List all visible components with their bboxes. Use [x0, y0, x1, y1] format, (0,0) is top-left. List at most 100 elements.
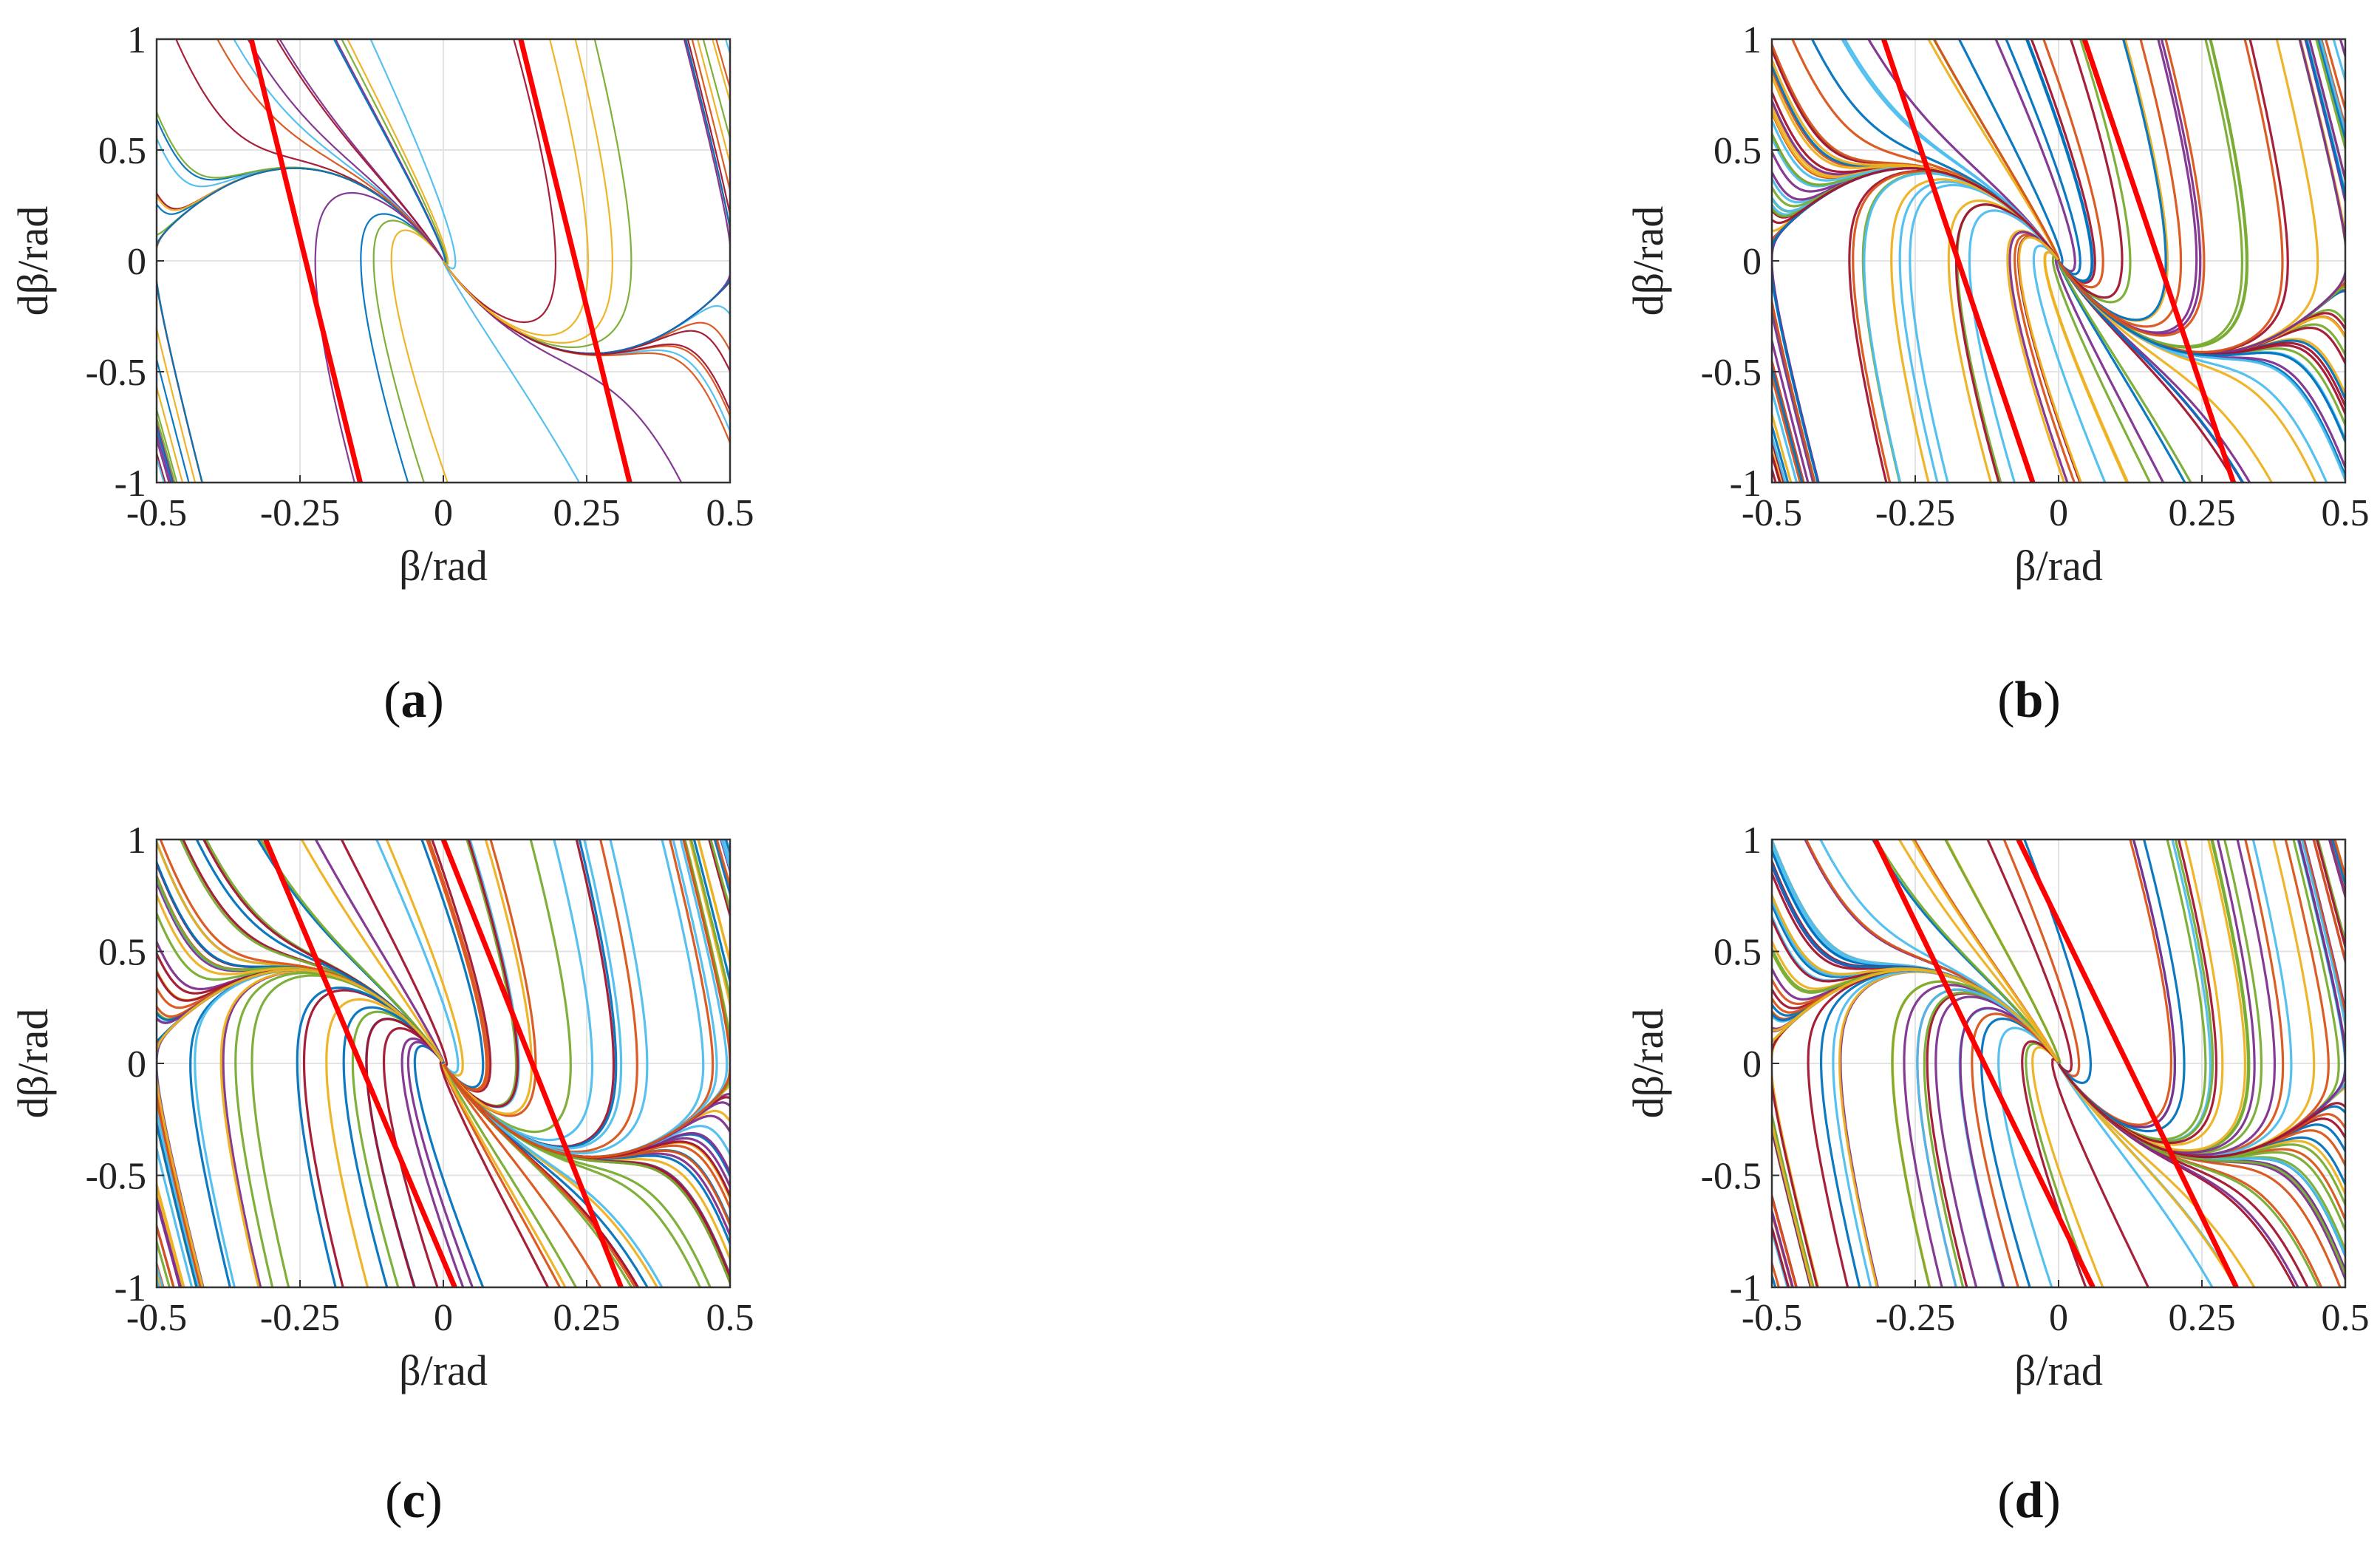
trajectory-line [375, 839, 460, 1074]
trajectory-line [385, 839, 464, 1077]
trajectory-line [1772, 167, 2060, 262]
trajectory-line [2005, 39, 2081, 276]
trajectory-line [1772, 451, 1781, 483]
y-tick-label: -0.5 [1701, 1156, 1762, 1198]
x-tick-label: 0.5 [706, 492, 754, 534]
trajectory-line [413, 1044, 485, 1287]
trajectory-line [1994, 39, 2076, 273]
panel-label-c: (c) [385, 1472, 443, 1529]
y-tick-label: 0 [127, 1043, 146, 1086]
x-tick-label: 0.25 [553, 492, 621, 534]
trajectory-line [2051, 1057, 2150, 1287]
trajectory-line [2008, 231, 2069, 483]
trajectory-line [1772, 363, 1804, 483]
trajectory-line [157, 454, 165, 483]
trajectory-line [1772, 372, 1801, 483]
trajectory-line [157, 1222, 175, 1287]
panel-label-open: ( [1997, 1472, 2014, 1529]
trajectory-line [157, 1144, 194, 1287]
trajectory-line [2042, 39, 2104, 289]
trajectory-line [440, 1063, 562, 1287]
panel-label-open: ( [1997, 672, 2014, 729]
trajectory-line [441, 1063, 567, 1287]
trajectory-line [691, 39, 730, 194]
y-tick-label: -0.5 [86, 352, 146, 394]
panel-label-letter: b [2015, 672, 2044, 729]
y-tick-label: -1 [1730, 463, 1762, 505]
y-tick-label: -1 [115, 463, 146, 505]
x-tick-label: -0.5 [126, 1297, 187, 1339]
trajectory-line [1957, 39, 2064, 265]
x-tick-label: -0.5 [126, 492, 187, 534]
x-tick-label: -0.25 [1875, 1297, 1955, 1339]
trajectory-line [2057, 39, 2206, 337]
y-tick-label: -0.5 [86, 1156, 146, 1198]
trajectory-line [708, 839, 730, 920]
panel-label-open: ( [385, 1472, 402, 1529]
trajectory-line [1986, 839, 2073, 1073]
x-tick-label: 0 [2049, 1297, 2068, 1339]
trajectory-line [340, 839, 449, 1069]
trajectory-line [2057, 260, 2345, 445]
y-tick-label: 1 [127, 820, 146, 862]
boundary-line-2 [440, 839, 624, 1287]
y-tick-label: -1 [1730, 1267, 1762, 1309]
y-tick-label: -0.5 [1701, 352, 1762, 394]
panel-label-letter: d [2015, 1472, 2044, 1529]
x-tick-label: 0.5 [2322, 1297, 2370, 1339]
trajectory-line [314, 839, 446, 1064]
trajectory-line [406, 1040, 474, 1287]
trajectory-line [2002, 839, 2081, 1077]
trajectory-line [1772, 421, 1790, 483]
trajectory-line [1772, 358, 1805, 483]
trajectory-line [157, 425, 174, 483]
trajectory-line [724, 39, 730, 57]
x-tick-label: 0 [2049, 492, 2068, 534]
trajectory-line [2328, 839, 2345, 901]
trajectory-line [1772, 437, 1785, 483]
x-tick-label: 0 [434, 492, 453, 534]
y-tick-label: 1 [1742, 19, 1762, 61]
trajectory-line [157, 1262, 164, 1287]
trajectory-line [715, 839, 730, 890]
x-tick-label: 0.25 [2169, 492, 2236, 534]
trajectory-line [1874, 839, 2060, 1064]
y-axis-label: dβ/rad [9, 1009, 57, 1119]
trajectory-line [2305, 39, 2345, 202]
panel-label-close: ) [2043, 672, 2060, 729]
trajectory-line [2057, 1063, 2256, 1287]
trajectory-line [157, 1193, 183, 1287]
trajectory-line [2057, 1063, 2214, 1287]
trajectory-line [1911, 839, 2060, 1063]
boundary-line-2 [2081, 39, 2236, 483]
trajectory-line [1772, 1223, 1790, 1287]
x-axis-label: β/rad [2014, 542, 2103, 590]
trajectory-line [1772, 892, 2059, 1063]
y-tick-label: 0.5 [1714, 932, 1762, 974]
trajectory-line [2057, 261, 2192, 483]
trajectory-line [157, 384, 184, 483]
trajectory-line [443, 39, 613, 344]
trajectory-line [1772, 1193, 1798, 1287]
trajectory-line [157, 420, 174, 483]
panel-label-d: (d) [1997, 1472, 2061, 1529]
trajectory-line [702, 39, 730, 142]
x-tick-label: -0.25 [260, 492, 340, 534]
x-tick-label: -0.25 [1875, 492, 1955, 534]
y-tick-label: -1 [115, 1267, 146, 1309]
y-tick-label: 0.5 [98, 932, 146, 974]
trajectory-line [390, 229, 449, 483]
y-tick-label: 0 [1742, 241, 1762, 283]
boundary-line-2 [518, 39, 632, 483]
x-tick-label: -0.25 [260, 1297, 340, 1339]
trajectory-line [2051, 255, 2152, 483]
y-tick-label: 0 [1742, 1043, 1762, 1086]
trajectory-line [1772, 1207, 1795, 1287]
trajectory-line [157, 406, 178, 483]
x-tick-label: -0.5 [1742, 1297, 1802, 1339]
trajectory-line [2054, 256, 2165, 483]
trajectory-line [2316, 39, 2345, 143]
x-tick-label: 0.25 [553, 1297, 621, 1339]
boundary-line-1 [1872, 839, 2096, 1287]
